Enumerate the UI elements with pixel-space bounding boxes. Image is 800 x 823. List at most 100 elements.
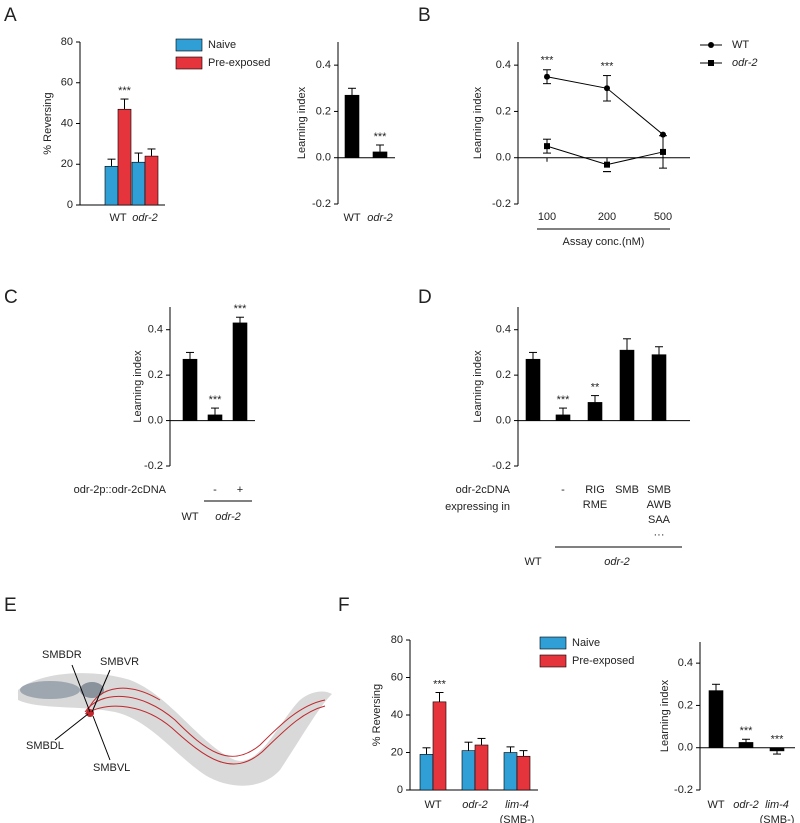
x-tick-label: 500	[654, 211, 672, 223]
legend-swatch	[539, 654, 567, 668]
x-tick-label: odr-2	[132, 212, 157, 224]
row-label: odr-2cDNA	[456, 484, 511, 496]
annotation: ***	[234, 303, 248, 315]
x-tick-label: lim-4	[765, 799, 789, 811]
y-tick-label: 80	[391, 634, 403, 646]
bar	[432, 701, 447, 791]
legend-label: Naive	[572, 637, 600, 649]
y-tick-label: 0.2	[496, 369, 511, 381]
annotation: ***	[118, 85, 132, 97]
y-tick-label: 0.4	[678, 657, 693, 669]
panel-label: A	[4, 5, 17, 26]
y-tick-label: 0	[397, 784, 403, 796]
y-tick-label: 0.4	[496, 59, 511, 71]
pointer	[71, 664, 91, 713]
x-tick-label: odr-2	[367, 212, 392, 224]
y-tick-label: 0.2	[316, 105, 331, 117]
y-axis-label: Learning index	[472, 350, 484, 423]
bar	[503, 752, 518, 791]
bar	[461, 750, 476, 791]
neuron-process	[84, 705, 326, 765]
x-tick-label: WT	[424, 799, 441, 811]
pointer	[92, 715, 111, 761]
bar	[344, 94, 360, 159]
legend-label: Pre-exposed	[572, 655, 634, 667]
panel-label: E	[4, 595, 17, 616]
group-label: WT	[181, 511, 198, 523]
x-tick-label: WT	[109, 212, 126, 224]
y-tick-label: -0.2	[312, 198, 331, 210]
y-axis-label: % Reversing	[42, 92, 54, 154]
x-tick-label: 200	[598, 211, 616, 223]
x-axis-label: Assay conc.(nM)	[563, 236, 645, 248]
marker	[604, 161, 610, 168]
annotation: ***	[209, 394, 223, 406]
y-tick-label: 20	[61, 158, 73, 170]
x-tick-label: RIG	[585, 484, 605, 496]
annotation: ***	[601, 60, 615, 72]
pointer	[54, 713, 89, 741]
y-tick-label: 60	[391, 671, 403, 683]
bar	[516, 755, 531, 791]
x-tick-label: +	[237, 484, 243, 496]
y-tick-label: -0.2	[492, 198, 511, 210]
diagram-label: SMBVR	[100, 656, 139, 668]
y-tick-label: 0.0	[148, 414, 163, 426]
bar	[708, 690, 724, 749]
x-tick-label: RME	[583, 499, 607, 511]
annotation: ***	[433, 678, 447, 690]
x-tick-label: WT	[343, 212, 360, 224]
diagram-label: SMBVL	[93, 762, 130, 774]
y-tick-label: 0.4	[316, 59, 331, 71]
x-tick-label: -	[213, 484, 217, 496]
bar	[474, 744, 489, 791]
bar	[372, 151, 388, 159]
legend-label: odr-2	[732, 57, 757, 69]
x-tick-label: WT	[707, 799, 724, 811]
x-tick-label: odr-2	[462, 799, 487, 811]
bar	[651, 354, 667, 421]
bar	[738, 742, 754, 749]
legend-swatch	[539, 636, 567, 650]
x-tick-label: lim-4	[505, 799, 529, 811]
row-label: odr-2p::odr-2cDNA	[74, 484, 167, 496]
x-tick-label: ···	[654, 529, 665, 541]
diagram-label: SMBDL	[26, 740, 64, 752]
y-axis-label: Learning index	[659, 679, 671, 752]
y-axis-label: Learning index	[132, 350, 144, 423]
bar	[131, 161, 146, 206]
annotation: ***	[557, 394, 571, 406]
legend-swatch	[175, 56, 203, 70]
annotation: ***	[740, 725, 754, 737]
y-axis-label: Learning index	[472, 86, 484, 159]
y-tick-label: 0.2	[678, 699, 693, 711]
y-tick-label: 80	[61, 36, 73, 48]
legend-label: Pre-exposed	[208, 57, 270, 69]
group-label: odr-2	[604, 556, 629, 568]
bar	[117, 108, 132, 206]
x-tick-label: AWB	[647, 499, 672, 511]
worm-diagram: SMBDR SMBVR SMBDL SMBVL	[18, 649, 332, 786]
y-tick-label: -0.2	[674, 784, 693, 796]
panel-label: D	[418, 287, 432, 308]
y-tick-label: 60	[61, 77, 73, 89]
y-tick-label: 0.0	[678, 742, 693, 754]
y-tick-label: 0.0	[316, 152, 331, 164]
diagram-label: SMBDR	[42, 649, 82, 661]
x-tick-label: 100	[538, 211, 556, 223]
x-tick-label: (SMB-)	[500, 814, 535, 823]
x-tick-label: SAA	[648, 514, 671, 526]
group-label: odr-2	[215, 511, 240, 523]
legend-label: Naive	[208, 39, 236, 51]
bar	[555, 414, 571, 421]
y-tick-label: 0.0	[496, 152, 511, 164]
row-label: expressing in	[445, 501, 510, 513]
y-tick-label: -0.2	[492, 460, 511, 472]
x-tick-label: (SMB-)	[760, 814, 795, 823]
bar	[104, 165, 119, 206]
bar	[232, 322, 248, 421]
y-axis-label: Learning index	[296, 86, 308, 159]
legend-label: WT	[732, 39, 749, 51]
x-tick-label: -	[561, 484, 565, 496]
